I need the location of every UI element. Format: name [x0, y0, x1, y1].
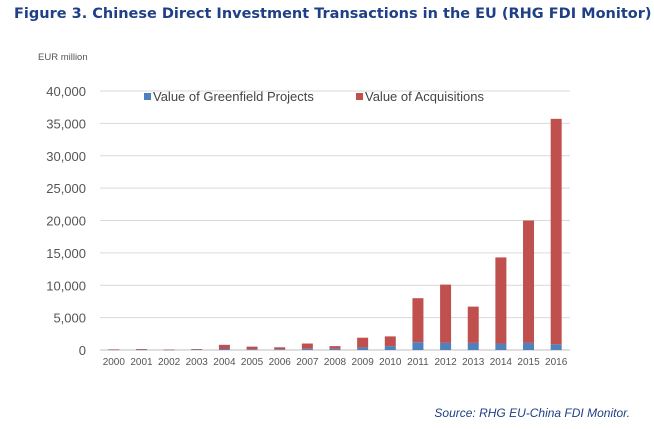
x-tick-label: 2008 — [324, 357, 347, 368]
x-tick-label: 2003 — [186, 357, 209, 368]
x-tick-label: 2016 — [545, 357, 568, 368]
y-tick-label: 40,000 — [46, 84, 86, 99]
source-note: Source: RHG EU-China FDI Monitor. — [434, 406, 630, 420]
x-tick-label: 2007 — [296, 357, 319, 368]
x-tick-label: 2000 — [103, 357, 126, 368]
bar-greenfield — [274, 349, 286, 350]
bar-acquisitions — [523, 220, 535, 343]
bar-acquisitions — [135, 349, 147, 350]
x-tick-label: 2005 — [241, 357, 264, 368]
legend-acquisitions-label: Value of Acquisitions — [365, 89, 484, 104]
x-tick-label: 2002 — [158, 357, 181, 368]
bar-acquisitions — [246, 346, 258, 350]
y-tick-label: 25,000 — [46, 181, 86, 196]
bar-greenfield — [495, 343, 507, 350]
bar-acquisitions — [495, 257, 507, 344]
x-tick-label: 2004 — [213, 357, 236, 368]
bar-greenfield — [384, 346, 396, 350]
x-tick-label: 2001 — [130, 357, 153, 368]
x-tick-label: 2009 — [352, 357, 375, 368]
x-tick-label: 2010 — [379, 357, 402, 368]
bar-greenfield — [550, 344, 562, 350]
bar-greenfield — [218, 349, 230, 350]
bar-greenfield — [191, 349, 203, 350]
bar-greenfield — [246, 349, 258, 350]
figure-title: Figure 3. Chinese Direct Investment Tran… — [14, 6, 652, 22]
bar-acquisitions — [218, 344, 230, 350]
legend-greenfield-label: Value of Greenfield Projects — [153, 89, 314, 104]
x-tick-label: 2012 — [434, 357, 457, 368]
bar-acquisitions — [274, 347, 286, 350]
bar-acquisitions — [467, 306, 479, 343]
x-tick-label: 2014 — [490, 357, 513, 368]
bar-acquisitions — [357, 337, 369, 348]
x-tick-label: 2015 — [517, 357, 540, 368]
y-axis-unit-label: EUR million — [38, 52, 88, 63]
bar-greenfield — [329, 348, 341, 350]
bar-acquisitions — [163, 349, 175, 351]
bar-greenfield — [440, 342, 452, 350]
bar-acquisitions — [329, 346, 341, 349]
bar-greenfield — [108, 349, 120, 351]
bar-acquisitions — [108, 349, 120, 350]
y-tick-label: 20,000 — [46, 214, 86, 229]
bar-acquisitions — [301, 343, 313, 349]
bar-acquisitions — [191, 349, 203, 350]
y-tick-label: 35,000 — [46, 116, 86, 131]
bar-greenfield — [357, 347, 369, 350]
x-tick-label: 2011 — [407, 357, 429, 368]
bar-acquisitions — [384, 336, 396, 347]
x-tick-label: 2006 — [269, 357, 292, 368]
y-tick-label: 0 — [79, 343, 86, 358]
bar-acquisitions — [550, 118, 562, 345]
bar-acquisitions — [440, 284, 452, 343]
bar-acquisitions — [412, 298, 424, 343]
x-tick-label: 2013 — [462, 357, 485, 368]
bar-greenfield — [301, 348, 313, 350]
y-tick-label: 15,000 — [46, 246, 86, 261]
y-tick-label: 30,000 — [46, 149, 86, 164]
legend-acquisitions-swatch — [356, 93, 363, 100]
bar-greenfield — [523, 342, 535, 350]
legend-greenfield-swatch — [144, 93, 151, 100]
bar-greenfield — [467, 342, 479, 350]
bar-greenfield — [135, 349, 147, 351]
y-tick-label: 10,000 — [46, 278, 86, 293]
y-tick-label: 5,000 — [53, 311, 86, 326]
bar-greenfield — [412, 342, 424, 350]
